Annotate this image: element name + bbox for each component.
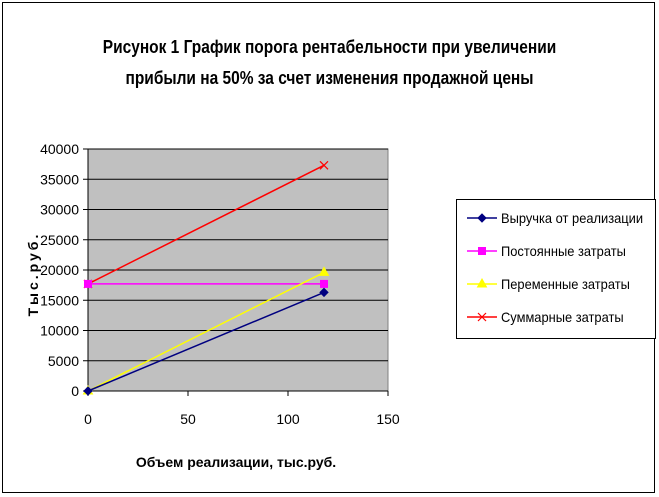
- x-tick-label: 100: [276, 411, 300, 427]
- y-axis-title: Тыс.руб.: [25, 232, 41, 317]
- legend-swatch: [467, 312, 497, 322]
- legend-item: Переменные затраты: [457, 274, 657, 294]
- legend: Выручка от реализации Постоянные затраты П…: [456, 199, 656, 339]
- series-line-4: [87, 164, 325, 285]
- y-tick-label: 0: [71, 383, 79, 399]
- x-tick-label: 50: [180, 411, 196, 427]
- y-tick-label: 5000: [48, 353, 79, 369]
- y-tick-label: 40000: [40, 141, 79, 157]
- legend-item: Суммарные затраты: [457, 307, 657, 327]
- legend-label: Суммарные затраты: [501, 309, 624, 325]
- legend-label: Выручка от реализации: [501, 210, 644, 226]
- legend-label: Переменные затраты: [501, 276, 630, 292]
- x-tick-label: 150: [376, 411, 400, 427]
- legend-swatch: [467, 247, 497, 255]
- series-line-3: [87, 271, 325, 392]
- legend-label: Постоянные затраты: [501, 243, 626, 259]
- legend-swatch-marker: [477, 312, 487, 322]
- legend-item: Постоянные затраты: [457, 241, 657, 261]
- y-tick-label: 20000: [40, 262, 79, 278]
- x-tick-label: 0: [84, 411, 92, 427]
- y-tick-label: 15000: [40, 292, 79, 308]
- series-line-1: [87, 291, 325, 392]
- y-tick-label: 35000: [40, 171, 79, 187]
- legend-item: Выручка от реализации: [457, 208, 657, 228]
- y-tick-label: 10000: [40, 323, 79, 339]
- series-1-point: [83, 386, 93, 396]
- legend-swatch: [467, 213, 497, 223]
- chart-title-line-1: Рисунок 1 График порога рентабельности п…: [102, 37, 557, 57]
- legend-swatch-marker: [478, 247, 486, 255]
- legend-swatch-marker: [477, 213, 487, 223]
- legend-swatch: [467, 277, 497, 288]
- series-2-point: [320, 279, 328, 288]
- chart-title-line-2: прибыли на 50% за счет изменения продажн…: [125, 68, 534, 88]
- series-2-point: [84, 279, 92, 288]
- series-4-point: [319, 160, 329, 170]
- legend-swatch-marker: [476, 277, 488, 288]
- x-axis-title: Объем реализации, тыс.руб.: [136, 454, 336, 470]
- y-tick-label: 25000: [40, 232, 79, 248]
- y-tick-label: 30000: [40, 202, 79, 218]
- chart-title: Рисунок 1 График порога рентабельности п…: [46, 32, 613, 94]
- series-1-point: [319, 287, 329, 298]
- series-3-point: [318, 266, 330, 276]
